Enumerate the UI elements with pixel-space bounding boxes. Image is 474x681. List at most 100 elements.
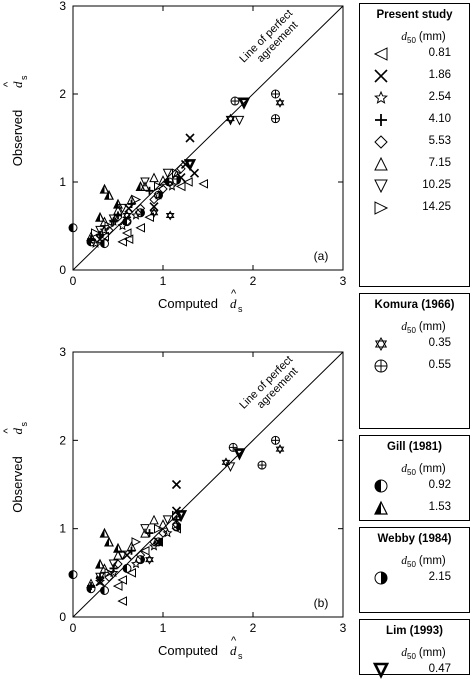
- data-point-tri-up: [158, 175, 168, 185]
- data-point-tri-bold: [99, 527, 110, 538]
- x-tick-label: 0: [70, 621, 77, 635]
- data-point-tri-bold: [99, 183, 110, 194]
- legend-marker-circle-plus: [374, 359, 388, 373]
- line-of-perfect-agreement: [72, 351, 344, 618]
- legend-marker-half-right: [374, 571, 388, 585]
- data-point-tri-left: [139, 545, 150, 556]
- x-axis-sub: s: [238, 651, 243, 661]
- data-point-half-left: [68, 570, 78, 580]
- legend-marker-tri-up: [374, 156, 388, 171]
- data-point-tri-right: [172, 510, 182, 521]
- legend-group-title: Webby (1984): [377, 533, 452, 545]
- data-point-circle-plus: [230, 96, 240, 106]
- legend-item-value: 1.86: [428, 69, 451, 81]
- y-tick-label: 1: [59, 175, 66, 189]
- x-tick-label: 3: [340, 621, 347, 635]
- legend-item: 5.53: [360, 131, 469, 153]
- y-axis-hat: ^: [2, 428, 14, 434]
- legend-item: 0.81: [360, 43, 469, 65]
- legend-marker-x: [374, 69, 388, 83]
- data-point-half-left: [100, 239, 109, 249]
- legend-marker-circle-plus-icon: [374, 359, 388, 373]
- legend-marker-tri-up-icon: [374, 156, 388, 171]
- legend-marker-star: [374, 90, 388, 104]
- data-point-star: [162, 527, 173, 538]
- legend-marker-x-icon: [374, 69, 388, 83]
- legend-unit-label: d50 (mm): [378, 555, 469, 569]
- legend-unit-symbol: d: [401, 31, 407, 43]
- legend-item-value: 2.15: [428, 571, 451, 583]
- x-tick-label: 0: [70, 274, 77, 288]
- y-tick-label: 1: [59, 522, 66, 536]
- data-point-tri-down: [140, 177, 150, 188]
- y-axis-sub: s: [19, 422, 29, 427]
- legend-unit-symbol: d: [401, 463, 407, 475]
- legend-marker-half-left: [374, 479, 388, 493]
- legend-group-title: Present study: [376, 9, 453, 21]
- data-point-tri-down: [95, 225, 105, 236]
- data-point-star: [130, 558, 142, 569]
- legend-item: 0.55: [360, 355, 469, 377]
- legend-item: 2.54: [360, 87, 469, 109]
- legend-marker-plus: [375, 114, 387, 126]
- legend-gill: Gill (1981) d50 (mm) 0.92 1.53: [359, 435, 470, 521]
- legend-marker-tri-bold-icon: [374, 500, 388, 515]
- data-point-tri-up: [140, 527, 150, 538]
- data-point-tri-up: [149, 514, 159, 525]
- y-tick-label: 0: [59, 263, 66, 277]
- y-tick-label: 3: [59, 345, 66, 359]
- legend-unit-sub: 50: [407, 652, 416, 661]
- legend-unit-sub: 50: [407, 326, 416, 335]
- data-point-circle-plus: [257, 460, 267, 470]
- legend-unit-sub: 50: [407, 560, 416, 569]
- data-point-tri-right: [91, 228, 101, 238]
- data-point-half-left: [100, 586, 109, 595]
- legend-unit-symbol: d: [401, 647, 407, 659]
- y-axis-sub: s: [19, 75, 29, 80]
- y-axis-symbol: d: [10, 428, 25, 435]
- legend-marker-diamond: [374, 135, 388, 149]
- data-point-tri-down-bold: [233, 448, 246, 461]
- data-point-x: [149, 202, 159, 212]
- line-of-perfect-agreement: [72, 5, 344, 271]
- legend-unit-text: (mm): [418, 463, 446, 475]
- data-point-diamond: [158, 528, 168, 538]
- data-point-tri-bold: [104, 189, 114, 200]
- legend-marker-tri-left: [373, 47, 388, 61]
- legend-item: 0.47: [360, 659, 469, 681]
- y-axis-label: Observed: [10, 456, 25, 512]
- x-axis-symbol: d: [230, 643, 237, 658]
- legend-item-value: 7.15: [428, 157, 451, 169]
- y-tick-label: 2: [59, 87, 66, 101]
- data-point-half-right: [154, 537, 163, 547]
- data-point-hexstar: [275, 97, 285, 108]
- legend-group-title: Lim (1993): [386, 625, 443, 637]
- legend-present-study: Present study d50 (mm) 0.81 1.86 2.54 4.10 5.53…: [359, 3, 470, 287]
- data-point-diamond: [113, 212, 123, 222]
- data-point-star: [130, 210, 142, 220]
- data-point-tri-down: [108, 559, 119, 570]
- data-point-tri-down-bold: [237, 97, 251, 110]
- y-tick-label: 3: [59, 0, 66, 13]
- data-point-tri-right: [154, 181, 164, 192]
- y-axis-symbol: d: [10, 81, 25, 88]
- legend-item: 1.53: [360, 497, 469, 519]
- plot-frame: [72, 351, 344, 618]
- data-point-tri-right: [131, 194, 142, 205]
- y-axis-hat: ^: [2, 81, 14, 87]
- data-point-tri-right: [131, 537, 142, 547]
- data-point-half-left: [122, 563, 132, 573]
- legend-unit-symbol: d: [401, 555, 407, 567]
- data-point-circle-plus: [271, 435, 280, 445]
- data-point-tri-bold: [95, 558, 105, 569]
- data-point-circle-plus: [228, 442, 238, 452]
- data-point-tri-bold: [113, 198, 123, 209]
- data-point-tri-right: [172, 168, 182, 179]
- legend-marker-hexstar-icon: [374, 337, 388, 351]
- data-point-star: [90, 238, 101, 248]
- legend-item-value: 2.54: [428, 91, 451, 103]
- legend-unit-label: d50 (mm): [378, 31, 469, 45]
- legend-marker-hexstar: [374, 337, 388, 351]
- legend-webby: Webby (1984) d50 (mm) 2.15: [359, 527, 470, 613]
